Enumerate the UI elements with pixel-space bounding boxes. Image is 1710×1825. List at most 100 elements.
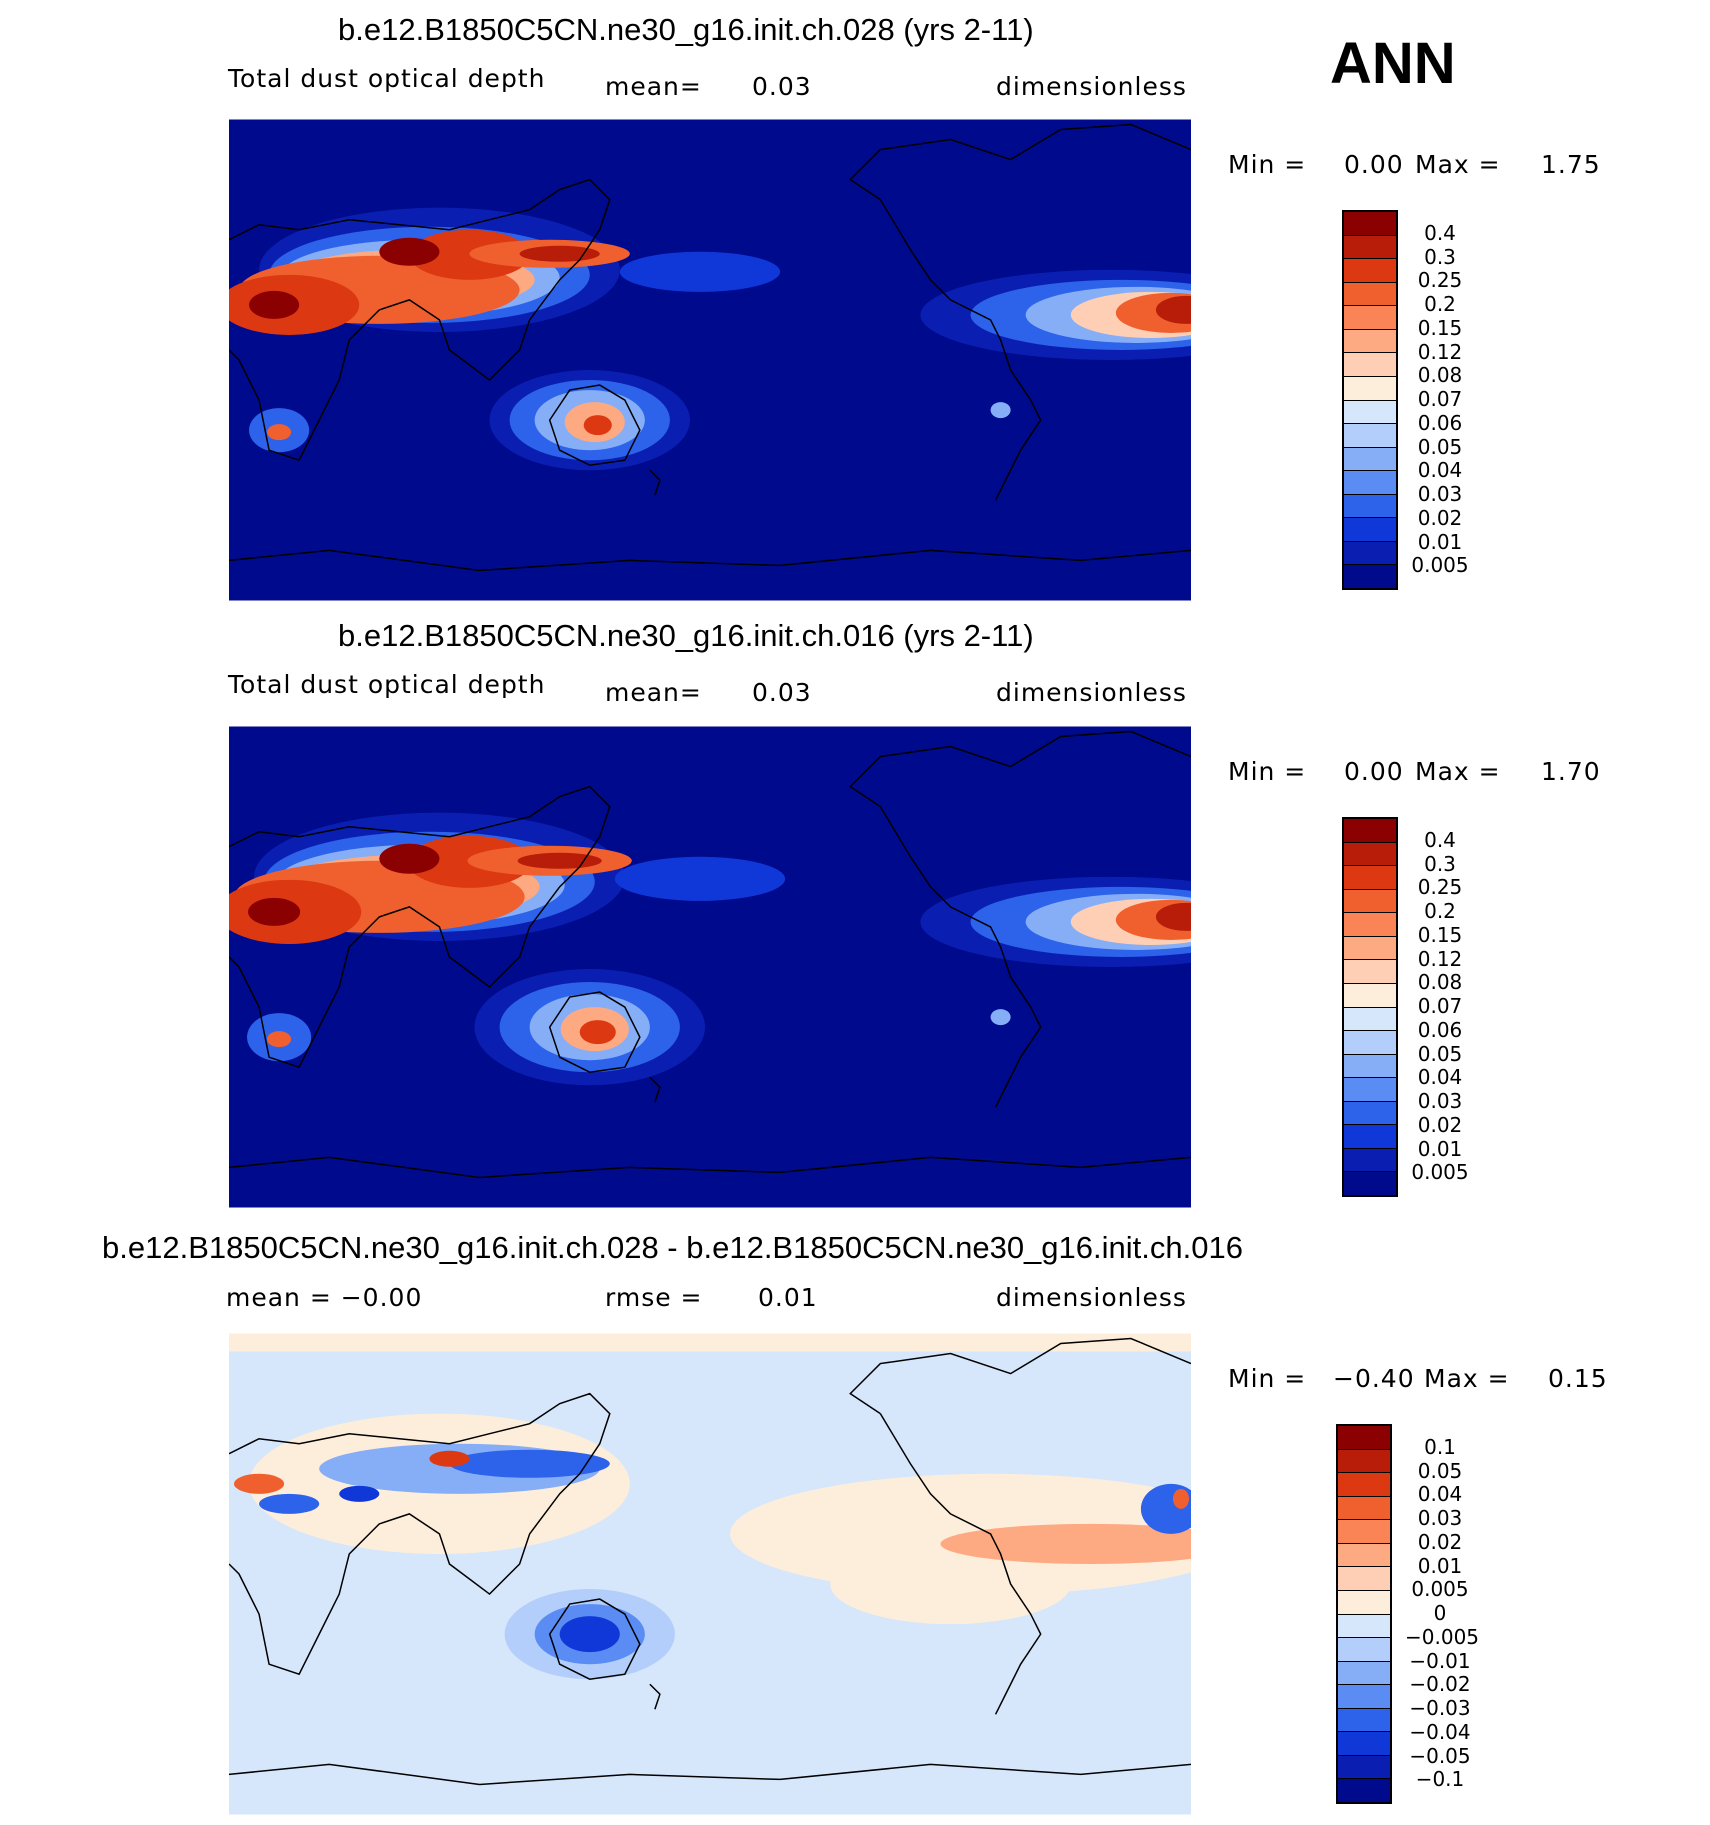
- colorbar-tick-label: 0.07: [1417, 387, 1463, 411]
- colorbar-tick-label: 0.05: [1417, 434, 1463, 459]
- colorbar-swatch: [1338, 1661, 1390, 1686]
- panel-3-rmse-value: 0.01: [758, 1283, 818, 1312]
- panel-1-min-label: Min =: [1228, 150, 1307, 179]
- colorbar-tick-label: 0.4: [1424, 827, 1456, 852]
- colorbar-tick-label: 0.04: [1417, 1065, 1463, 1090]
- colorbar-swatch: [1338, 1708, 1390, 1733]
- season-label: ANN: [1330, 31, 1456, 96]
- colorbar-swatch: [1338, 1449, 1390, 1474]
- panel-3-min-label: Min =: [1228, 1364, 1307, 1393]
- colorbar-swatch: [1344, 1148, 1396, 1173]
- panel-3-units: dimensionless: [996, 1283, 1187, 1312]
- colorbar-tick-label: 0.005: [1411, 553, 1469, 578]
- colorbar-swatch: [1344, 913, 1396, 937]
- panel-1-max-label: Max =: [1415, 150, 1501, 179]
- colorbar-swatch: [1338, 1732, 1390, 1756]
- colorbar-swatch: [1344, 565, 1396, 588]
- panel-2-variable-label: Total dust optical depth: [228, 670, 546, 699]
- colorbar-swatch: [1344, 212, 1396, 236]
- colorbar-swatch: [1344, 819, 1396, 843]
- panel-1-coastlines: [229, 123, 1191, 572]
- colorbar-swatch: [1344, 353, 1396, 377]
- colorbar-tick-label: 0.02: [1417, 505, 1463, 530]
- panel-2-dust-field: [229, 812, 1191, 1086]
- colorbar-swatch: [1344, 889, 1396, 914]
- panel-3-max-label: Max =: [1424, 1364, 1510, 1393]
- colorbar-swatch: [1338, 1496, 1390, 1521]
- panel-2-min-label: Min =: [1228, 757, 1307, 786]
- colorbar-tick-label: 0.03: [1417, 1089, 1463, 1113]
- colorbar-swatch: [1344, 1031, 1396, 1055]
- colorbar-swatch: [1344, 259, 1396, 283]
- colorbar-swatch: [1344, 518, 1396, 542]
- colorbar-swatch: [1344, 1172, 1396, 1195]
- colorbar-swatch: [1338, 1520, 1390, 1544]
- panel-2-units: dimensionless: [996, 678, 1187, 707]
- colorbar-tick-label: −0.1: [1415, 1767, 1465, 1792]
- panel-3-min-value: −0.40: [1333, 1364, 1415, 1393]
- colorbar-tick-label: 0.4: [1424, 220, 1456, 245]
- panel-2-mean-value: 0.03: [752, 678, 812, 707]
- colorbar-swatch: [1344, 329, 1396, 354]
- colorbar-swatch: [1344, 494, 1396, 519]
- colorbar-swatch: [1344, 541, 1396, 566]
- colorbar-tick-label: 0.2: [1424, 899, 1456, 923]
- panel-2-max-label: Max =: [1415, 757, 1501, 786]
- panel-1-dust-field: [229, 207, 1191, 471]
- colorbar-tick-label: 0.02: [1417, 1529, 1463, 1554]
- colorbar-swatch: [1344, 306, 1396, 330]
- colorbar-tick-label: 0.02: [1417, 1112, 1463, 1137]
- colorbar-tick-label: 0.005: [1411, 1577, 1469, 1602]
- colorbar-tick-label: 0.08: [1417, 970, 1463, 995]
- panel-2-colorbar: [1342, 817, 1398, 1197]
- panel-1-min-value: 0.00: [1344, 150, 1404, 179]
- colorbar-swatch: [1344, 400, 1396, 425]
- colorbar-swatch: [1344, 447, 1396, 472]
- colorbar-tick-label: 0.2: [1424, 292, 1456, 316]
- colorbar-tick-label: 0.12: [1417, 946, 1463, 971]
- colorbar-tick-label: 0.08: [1417, 363, 1463, 388]
- panel-3-map: [229, 1333, 1191, 1815]
- colorbar-swatch: [1344, 1054, 1396, 1079]
- panel-3-colorbar: [1336, 1424, 1392, 1804]
- colorbar-swatch: [1344, 471, 1396, 495]
- colorbar-tick-label: −0.01: [1409, 1648, 1471, 1673]
- colorbar-swatch: [1344, 1007, 1396, 1032]
- colorbar-swatch: [1338, 1426, 1390, 1450]
- colorbar-tick-label: 0.3: [1424, 851, 1456, 876]
- colorbar-swatch: [1344, 1078, 1396, 1102]
- colorbar-tick-label: 0.25: [1417, 268, 1463, 293]
- colorbar-tick-label: 0.15: [1417, 315, 1463, 340]
- panel-2-coastlines: [229, 730, 1191, 1179]
- colorbar-tick-label: 0.01: [1417, 529, 1463, 554]
- panel-2-title: b.e12.B1850C5CN.ne30_g16.init.ch.016 (yr…: [338, 618, 1034, 653]
- colorbar-tick-label: −0.03: [1409, 1696, 1471, 1720]
- colorbar-swatch: [1338, 1755, 1390, 1780]
- colorbar-tick-label: 0.03: [1417, 482, 1463, 506]
- colorbar-swatch: [1338, 1614, 1390, 1639]
- panel-1-variable-label: Total dust optical depth: [228, 64, 546, 93]
- panel-1-mean-label: mean=: [605, 72, 702, 101]
- colorbar-swatch: [1338, 1779, 1390, 1802]
- colorbar-tick-label: 0.06: [1417, 1017, 1463, 1042]
- colorbar-tick-label: 0.15: [1417, 922, 1463, 947]
- colorbar-swatch: [1338, 1567, 1390, 1591]
- colorbar-swatch: [1344, 424, 1396, 448]
- colorbar-tick-label: 0.005: [1411, 1160, 1469, 1185]
- panel-2-map: [229, 726, 1191, 1208]
- colorbar-tick-label: −0.04: [1409, 1719, 1471, 1744]
- panel-2-max-value: 1.70: [1541, 757, 1601, 786]
- panel-1-mean-value: 0.03: [752, 72, 812, 101]
- colorbar-swatch: [1344, 983, 1396, 1008]
- colorbar-tick-label: 0.07: [1417, 994, 1463, 1018]
- colorbar-tick-label: −0.005: [1405, 1624, 1480, 1649]
- panel-3-max-value: 0.15: [1548, 1364, 1608, 1393]
- panel-1-title: b.e12.B1850C5CN.ne30_g16.init.ch.028 (yr…: [338, 12, 1034, 47]
- colorbar-tick-label: 0: [1433, 1601, 1447, 1625]
- colorbar-tick-label: 0.03: [1417, 1506, 1463, 1530]
- colorbar-tick-label: 0.01: [1417, 1136, 1463, 1161]
- panel-2-min-value: 0.00: [1344, 757, 1404, 786]
- colorbar-tick-label: −0.02: [1409, 1672, 1471, 1697]
- colorbar-tick-label: 0.12: [1417, 339, 1463, 364]
- colorbar-swatch: [1344, 1101, 1396, 1126]
